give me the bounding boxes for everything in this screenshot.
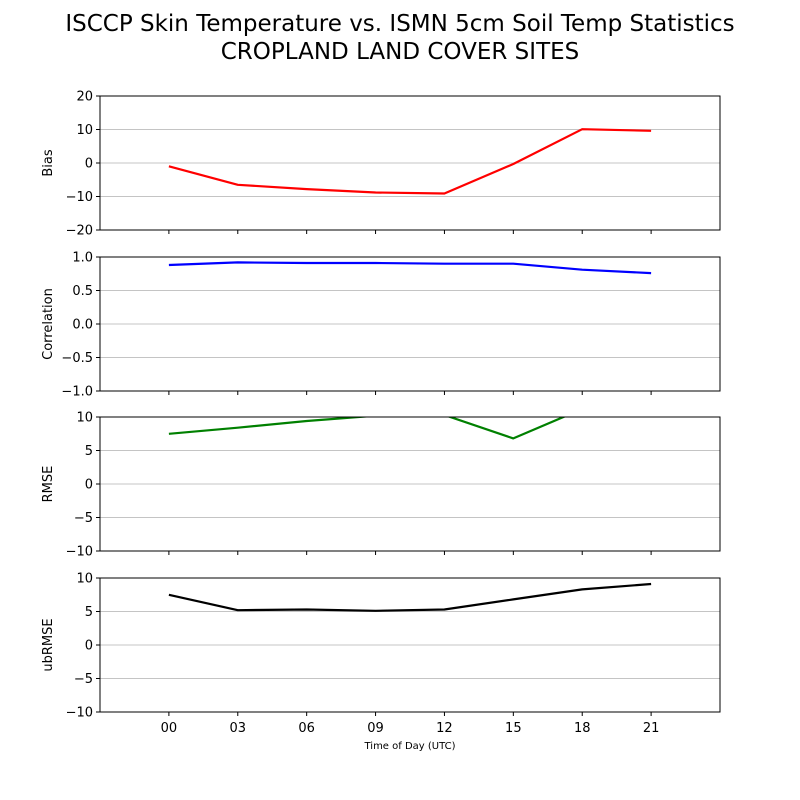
y-tick-label-0: 20 [76,90,93,105]
y-tick-label-0: −20 [66,224,93,239]
axes-frame-1 [99,256,721,392]
axes-frame-2 [99,416,721,552]
y-tick-label-3: −5 [74,672,93,687]
x-tick-label: 00 [161,721,178,736]
y-tick-label-1: 1.0 [72,251,93,266]
y-tick-label-3: 10 [76,572,93,587]
y-tick-label-3: 0 [85,639,93,654]
x-tick-label: 18 [574,721,591,736]
y-axis-label-rmse: RMSE [41,466,56,503]
y-tick-label-2: 5 [85,444,93,459]
series-line-rmse [168,417,567,440]
y-tick-label-0: −10 [66,190,93,205]
y-tick-label-1: 0.5 [72,284,93,299]
y-tick-label-2: −10 [66,545,93,560]
chart-title-line-1: ISCCP Skin Temperature vs. ISMN 5cm Soil… [65,11,735,37]
axes-frame-0 [99,95,721,231]
y-axis-label-bias: Bias [41,149,56,176]
x-tick-label: 09 [367,721,384,736]
chart-title-line-2: CROPLAND LAND COVER SITES [220,39,580,65]
y-tick-label-1: −0.5 [61,351,93,366]
x-tick-label: 06 [298,721,315,736]
x-tick-label: 21 [643,721,660,736]
y-axis-label-ubrmse: ubRMSE [41,618,56,671]
y-tick-label-2: −5 [74,511,93,526]
y-tick-label-1: −1.0 [61,385,93,400]
series-line-ubrmse [168,582,652,612]
series-line-bias [168,128,652,195]
y-tick-label-0: 0 [85,157,93,172]
y-tick-label-3: 5 [85,605,93,620]
chart-title: ISCCP Skin Temperature vs. ISMN 5cm Soil… [0,10,800,66]
y-tick-label-3: −10 [66,706,93,721]
x-tick-label: 12 [436,721,453,736]
x-tick-label: 03 [230,721,247,736]
y-tick-label-2: 10 [76,411,93,426]
y-tick-label-2: 0 [85,478,93,493]
x-tick-label: 15 [505,721,522,736]
y-tick-label-0: 10 [76,123,93,138]
y-axis-label-correlation: Correlation [41,288,56,360]
axes-frame-3 [99,577,721,713]
y-tick-label-1: 0.0 [72,318,93,333]
series-line-correlation [168,261,652,275]
x-axis-label: Time of Day (UTC) [363,741,455,752]
